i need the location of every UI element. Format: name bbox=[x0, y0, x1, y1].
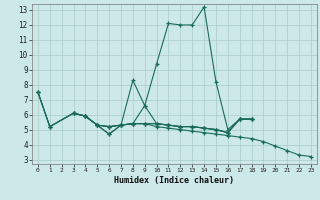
X-axis label: Humidex (Indice chaleur): Humidex (Indice chaleur) bbox=[115, 176, 234, 185]
